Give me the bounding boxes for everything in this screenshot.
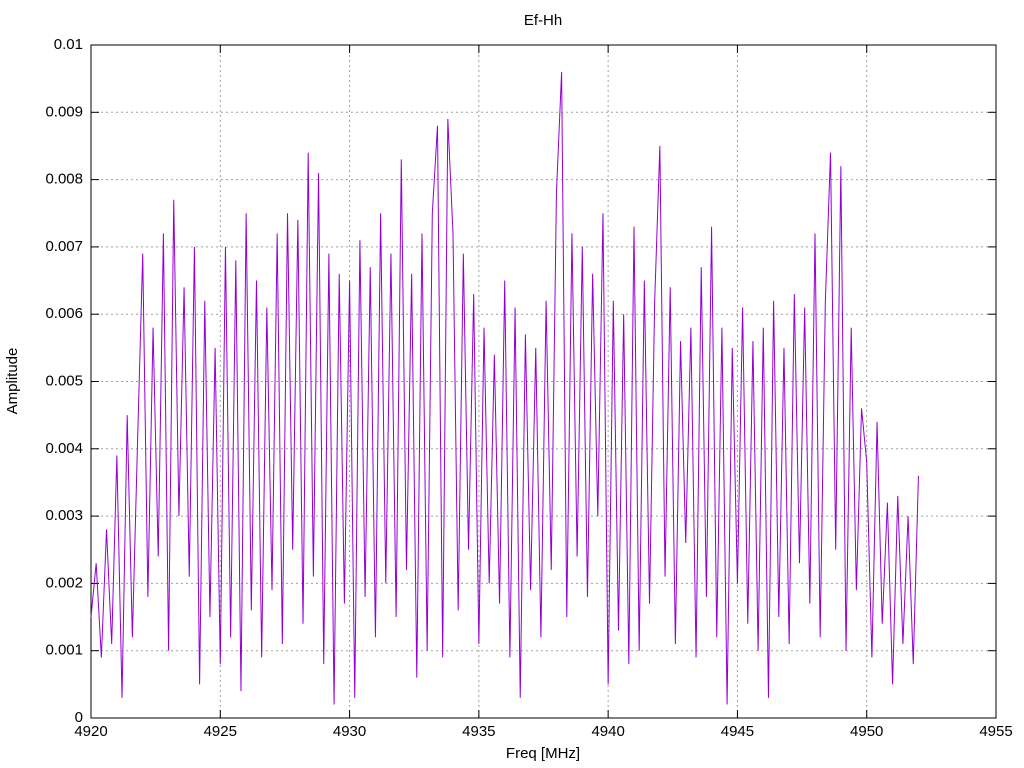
- plot-frame: [90, 44, 997, 719]
- data-line: [90, 71, 919, 705]
- chart-title: Ef-Hh: [524, 12, 562, 29]
- y-tick-label: 0.008: [45, 171, 83, 188]
- x-tick-label: 4935: [462, 723, 495, 740]
- y-tick-label: 0.009: [45, 103, 83, 120]
- y-tick-label: 0: [75, 709, 83, 726]
- x-tick-label: 4945: [721, 723, 754, 740]
- x-tick-label: 4920: [74, 723, 107, 740]
- x-tick-label: 4955: [979, 723, 1012, 740]
- y-tick-label: 0.001: [45, 642, 83, 659]
- y-tick-label: 0.005: [45, 372, 83, 389]
- y-axis-label: Amplitude: [4, 348, 21, 415]
- x-tick-label: 4940: [591, 723, 624, 740]
- x-axis-label: Freq [MHz]: [506, 745, 580, 762]
- y-tick-label: 0.002: [45, 574, 83, 591]
- x-tick-label: 4925: [204, 723, 237, 740]
- y-tick-label: 0.006: [45, 305, 83, 322]
- y-tick-label: 0.007: [45, 238, 83, 255]
- y-tick-label: 0.004: [45, 440, 83, 457]
- x-tick-label: 4950: [850, 723, 883, 740]
- y-tick-label: 0.01: [54, 36, 83, 53]
- x-tick-label: 4930: [333, 723, 366, 740]
- y-tick-label: 0.003: [45, 507, 83, 524]
